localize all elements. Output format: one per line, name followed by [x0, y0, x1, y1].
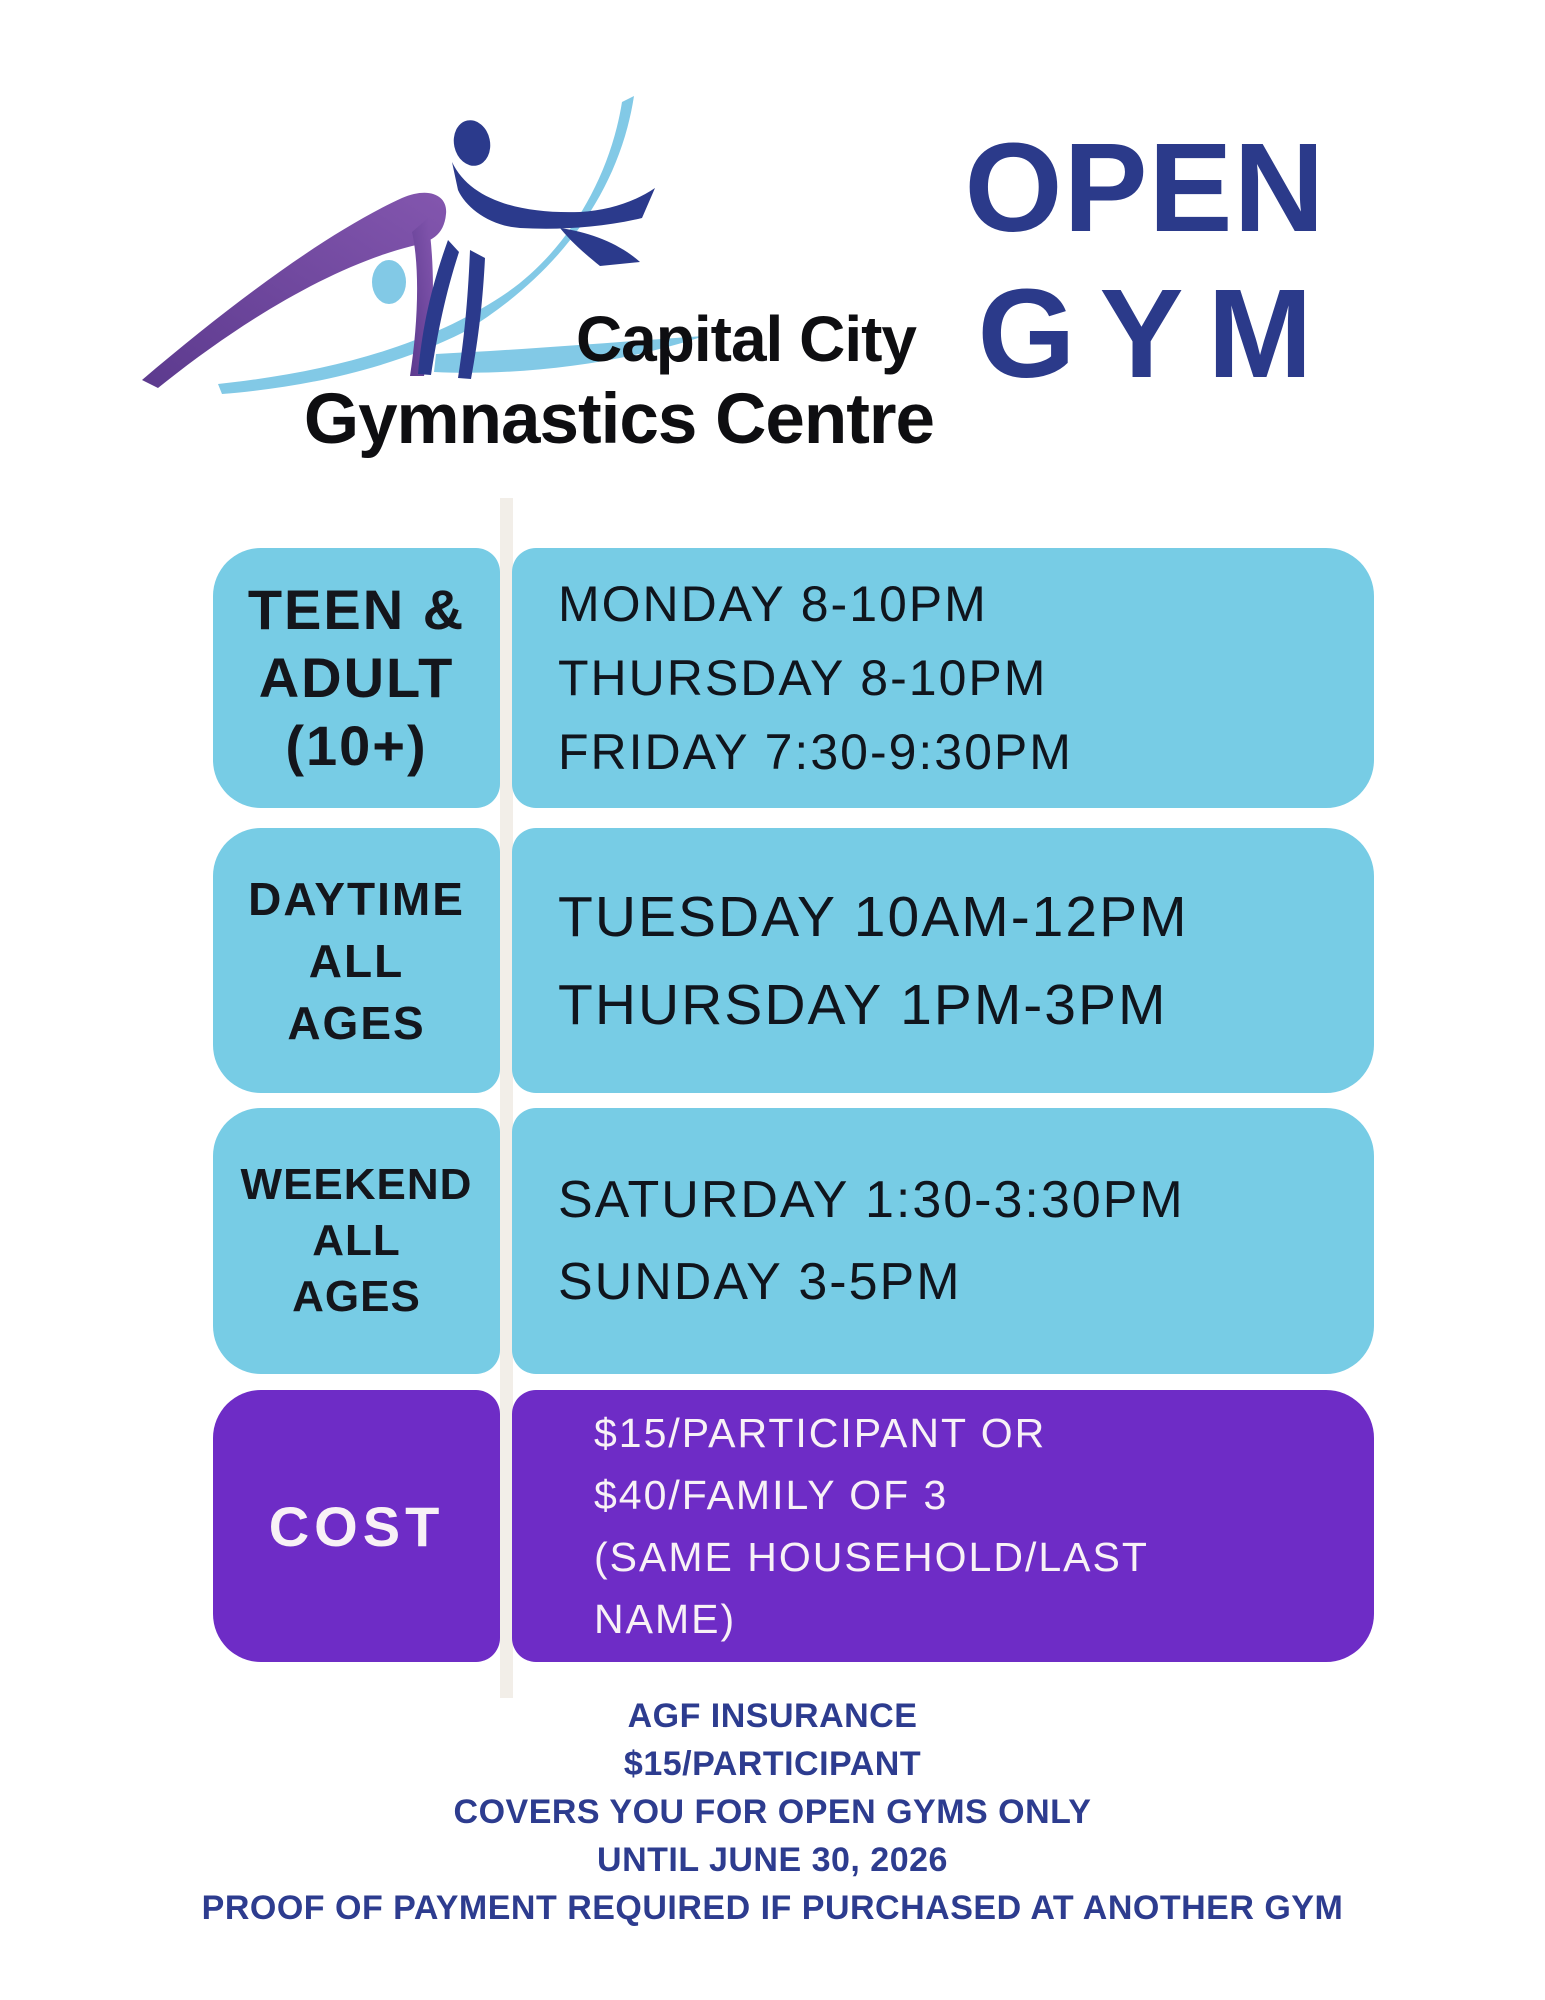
- label-line: COST: [268, 1494, 445, 1558]
- row-label: DAYTIME ALL AGES: [213, 828, 500, 1093]
- time-slot: MONDAY 8-10PM: [558, 576, 988, 632]
- label-line: AGES: [292, 1272, 421, 1321]
- row-label: COST: [213, 1390, 500, 1662]
- row-times: MONDAY 8-10PM THURSDAY 8-10PM FRIDAY 7:3…: [512, 548, 1374, 808]
- label-line: WEEKEND: [240, 1160, 473, 1209]
- brand-name-line2: Gymnastics Centre: [303, 380, 935, 459]
- time-slot: THURSDAY 1PM-3PM: [558, 972, 1168, 1037]
- insurance-line: $15/PARTICIPANT: [623, 1745, 922, 1783]
- cost-line: (SAME HOUSEHOLD/LAST: [594, 1534, 1149, 1580]
- column-divider-stripe: [500, 498, 513, 1698]
- row-label: WEEKEND ALL AGES: [213, 1108, 500, 1374]
- cost-line: NAME): [594, 1596, 737, 1642]
- time-slot: SATURDAY 1:30-3:30PM: [558, 1171, 1185, 1229]
- title-open: OPEN: [964, 117, 1326, 258]
- brand-wordmark: Capital City Gymnastics Centre: [150, 300, 935, 462]
- schedule-row-cost: COST $15/PARTICIPANT OR $40/FAMILY OF 3 …: [213, 1390, 1374, 1662]
- time-slot: SUNDAY 3-5PM: [558, 1253, 962, 1311]
- label-line: DAYTIME: [248, 872, 465, 925]
- label-line: (10+): [285, 714, 428, 777]
- label-line: ADULT: [258, 646, 455, 709]
- title-gym: GYM: [977, 263, 1337, 404]
- row-times: SATURDAY 1:30-3:30PM SUNDAY 3-5PM: [512, 1108, 1374, 1374]
- schedule-row-teen-adult: TEEN & ADULT (10+) MONDAY 8-10PM THURSDA…: [213, 548, 1374, 808]
- row-cost-details: $15/PARTICIPANT OR $40/FAMILY OF 3 (SAME…: [512, 1390, 1374, 1662]
- label-line: AGES: [287, 996, 426, 1049]
- gymnasts-logo-icon: [142, 96, 704, 394]
- row-times: TUESDAY 10AM-12PM THURSDAY 1PM-3PM: [512, 828, 1374, 1093]
- page-title: OPEN GYM: [905, 118, 1385, 410]
- insurance-line: UNTIL JUNE 30, 2026: [597, 1841, 948, 1879]
- time-slot: THURSDAY 8-10PM: [558, 650, 1048, 706]
- schedule-row-weekend: WEEKEND ALL AGES SATURDAY 1:30-3:30PM SU…: [213, 1108, 1374, 1374]
- navy-gymnast-icon: [418, 120, 655, 379]
- head-dot-icon: [372, 260, 406, 304]
- brand-name-line1: Capital City: [575, 303, 917, 375]
- cost-line: $15/PARTICIPANT OR: [594, 1410, 1047, 1456]
- row-label: TEEN & ADULT (10+): [213, 548, 500, 808]
- cost-line: $40/FAMILY OF 3: [594, 1472, 949, 1518]
- insurance-note: AGF INSURANCE $15/PARTICIPANT COVERS YOU…: [0, 1692, 1545, 1932]
- ribbon-swoosh-icon: [218, 96, 704, 394]
- time-slot: TUESDAY 10AM-12PM: [558, 884, 1189, 949]
- insurance-line: COVERS YOU FOR OPEN GYMS ONLY: [453, 1793, 1092, 1831]
- insurance-line: AGF INSURANCE: [627, 1697, 918, 1735]
- time-slot: FRIDAY 7:30-9:30PM: [558, 724, 1073, 780]
- label-line: TEEN &: [247, 578, 466, 641]
- label-line: ALL: [308, 934, 405, 987]
- label-line: ALL: [312, 1216, 401, 1265]
- insurance-line: PROOF OF PAYMENT REQUIRED IF PURCHASED A…: [201, 1889, 1344, 1927]
- schedule-row-daytime: DAYTIME ALL AGES TUESDAY 10AM-12PM THURS…: [213, 828, 1374, 1093]
